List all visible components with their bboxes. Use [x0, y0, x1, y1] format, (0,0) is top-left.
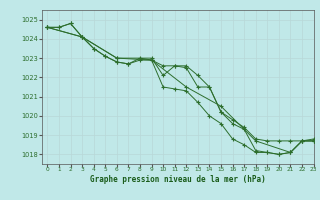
X-axis label: Graphe pression niveau de la mer (hPa): Graphe pression niveau de la mer (hPa): [90, 175, 266, 184]
